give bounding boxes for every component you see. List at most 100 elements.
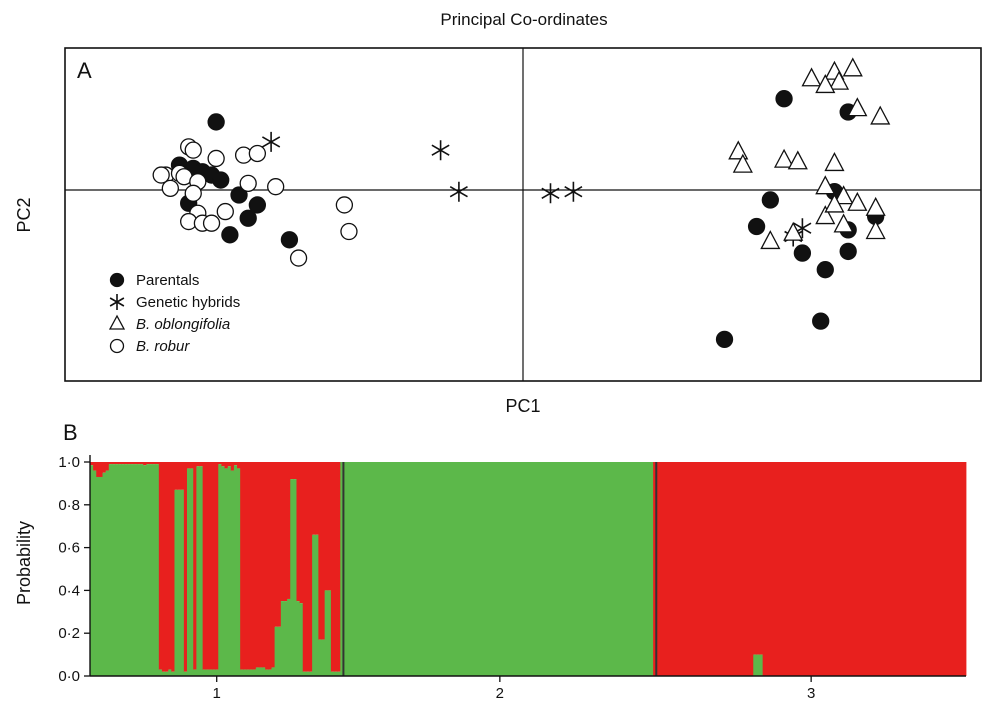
legend-marker-star-shape — [109, 294, 125, 310]
bar-segment-green — [531, 462, 535, 676]
panel-letter-a: A — [77, 58, 92, 83]
individual-bar — [675, 462, 679, 676]
bar-segment-green — [509, 462, 513, 676]
bar-segment-red — [118, 462, 122, 465]
bar-segment-green — [118, 464, 122, 676]
bar-segment-green — [362, 462, 366, 676]
data-point-filled-circle — [221, 226, 239, 244]
individual-bar — [205, 462, 210, 676]
bar-segment-red — [790, 462, 795, 676]
bar-segment-red — [324, 462, 329, 591]
individual-bar — [374, 462, 379, 676]
bar-segment-green — [99, 476, 103, 676]
individual-bar — [881, 462, 886, 676]
bar-segment-red — [221, 462, 225, 467]
bar-segment-green — [459, 462, 463, 676]
bar-segment-red — [919, 462, 923, 676]
bar-segment-red — [215, 462, 219, 670]
individual-bar — [405, 462, 410, 676]
bar-segment-green — [305, 671, 310, 676]
individual-bar — [165, 462, 169, 676]
individual-bar — [340, 462, 344, 676]
bar-segment-green — [249, 669, 254, 676]
data-point-open-triangle — [815, 175, 836, 195]
data-point-open-triangle — [732, 153, 753, 173]
bar-segment-red — [696, 462, 701, 676]
bar-segment-red — [922, 462, 926, 676]
panel-letter-b: B — [63, 420, 78, 445]
bar-segment-red — [815, 462, 820, 676]
bar-segment-green — [233, 465, 238, 676]
individual-bar — [815, 462, 820, 676]
data-point-filled-circle — [207, 113, 225, 131]
individual-bar — [662, 462, 667, 676]
bar-segment-red — [856, 462, 861, 676]
bar-segment-red — [208, 462, 213, 670]
bar-segment-green — [212, 669, 216, 676]
bar-segment-green — [371, 462, 376, 676]
bar-segment-red — [937, 462, 942, 676]
individual-bar — [502, 462, 507, 676]
individual-bar — [268, 462, 272, 676]
bar-segment-green — [393, 462, 397, 676]
bar-segment-green — [105, 470, 110, 676]
bar-segment-red — [743, 462, 748, 676]
individual-bar — [352, 462, 357, 676]
bar-segment-red — [825, 462, 829, 676]
bar-segment-red — [277, 462, 282, 627]
bar-segment-green — [340, 462, 344, 676]
individual-bar — [321, 462, 326, 676]
bar-segment-red — [668, 462, 673, 676]
individual-bar — [440, 462, 444, 676]
individual-bar — [484, 462, 488, 676]
individual-bar — [953, 462, 958, 676]
bar-segment-red — [834, 462, 839, 676]
bar-segment-green — [462, 462, 466, 676]
bar-segment-red — [925, 462, 929, 676]
individual-bar — [875, 462, 879, 676]
individual-bar — [258, 462, 263, 676]
bar-segment-green — [621, 462, 626, 676]
individual-bar — [725, 462, 729, 676]
individual-bar — [446, 462, 451, 676]
individual-bar — [834, 462, 839, 676]
bar-segment-green — [230, 470, 235, 676]
individual-bar — [637, 462, 642, 676]
individual-bar — [825, 462, 829, 676]
individual-bar — [568, 462, 573, 676]
individual-bar — [471, 462, 476, 676]
y-tick-label: 0·8 — [58, 497, 80, 514]
bar-segment-red — [202, 462, 207, 670]
bar-segment-green — [349, 462, 354, 676]
individual-bar — [793, 462, 798, 676]
individual-bar — [521, 462, 526, 676]
data-point-open-triangle — [787, 150, 808, 170]
bar-segment-red — [931, 462, 936, 676]
bar-segment-green — [571, 462, 576, 676]
data-point-open-circle — [239, 174, 257, 193]
bar-segment-green — [374, 462, 379, 676]
bar-segment-green — [243, 669, 247, 676]
individual-bar — [212, 462, 216, 676]
individual-bar — [152, 462, 157, 676]
bar-segment-green — [434, 462, 438, 676]
individual-bar — [781, 462, 785, 676]
bar-segment-red — [212, 462, 216, 670]
individual-bar — [640, 462, 645, 676]
individual-bar — [831, 462, 835, 676]
bar-segment-green — [290, 479, 294, 676]
bar-segment-red — [252, 462, 257, 670]
bar-segment-red — [96, 462, 100, 477]
bar-segment-green — [437, 462, 441, 676]
bar-segment-red — [781, 462, 785, 676]
bar-segment-green — [202, 669, 207, 676]
bar-segment-red — [258, 462, 263, 668]
data-point-filled-circle — [248, 196, 267, 214]
bar-segment-green — [368, 462, 372, 676]
bar-segment-green — [521, 462, 526, 676]
bar-segment-red — [265, 462, 269, 670]
bar-segment-red — [199, 462, 204, 467]
individual-bar — [377, 462, 382, 676]
bar-segment-green — [637, 462, 642, 676]
bar-segment-red — [818, 462, 823, 676]
